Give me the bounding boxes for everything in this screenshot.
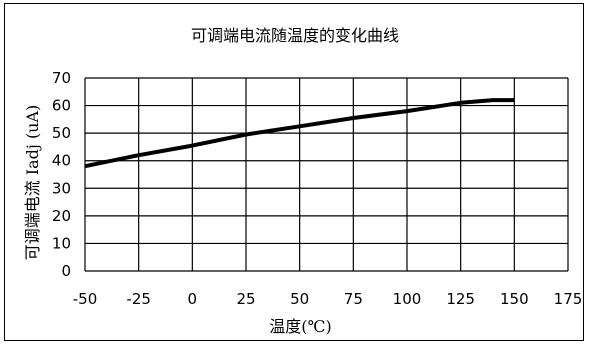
y-tick-labels: 0 10 20 30 40 50 60 70 bbox=[52, 69, 71, 280]
y-tick-label-3: 30 bbox=[52, 179, 71, 197]
x-tick-label-5: 75 bbox=[344, 290, 363, 308]
x-tick-label-6: 100 bbox=[393, 290, 422, 308]
y-tick-label-6: 60 bbox=[52, 97, 71, 115]
chart-frame bbox=[4, 3, 584, 341]
y-tick-label-4: 40 bbox=[52, 152, 71, 170]
y-tick-label-5: 50 bbox=[52, 124, 71, 142]
chart-title: 可调端电流随温度的变化曲线 bbox=[190, 26, 399, 45]
x-tick-label-2: 0 bbox=[188, 290, 198, 308]
x-tick-label-1: -25 bbox=[126, 290, 151, 308]
y-tick-label-7: 70 bbox=[52, 69, 71, 87]
x-tick-label-8: 150 bbox=[500, 290, 529, 308]
x-tick-label-9: 175 bbox=[554, 290, 583, 308]
y-tick-label-2: 20 bbox=[52, 207, 71, 225]
series-line-0 bbox=[84, 98, 515, 169]
x-tick-label-3: 25 bbox=[236, 290, 255, 308]
y-axis-label: 可调端电流 Iadj (uA) bbox=[23, 105, 42, 261]
y-tick-label-1: 10 bbox=[52, 234, 71, 252]
series-group bbox=[84, 98, 515, 169]
x-tick-label-4: 50 bbox=[290, 290, 309, 308]
y-tick-label-0: 0 bbox=[61, 262, 71, 280]
x-tick-label-0: -50 bbox=[73, 290, 98, 308]
grid bbox=[84, 77, 569, 272]
x-tick-label-7: 125 bbox=[446, 290, 475, 308]
x-tick-labels: -50 -25 0 25 50 75 100 125 150 175 bbox=[73, 290, 583, 308]
x-axis-label: 温度(℃) bbox=[269, 317, 331, 336]
